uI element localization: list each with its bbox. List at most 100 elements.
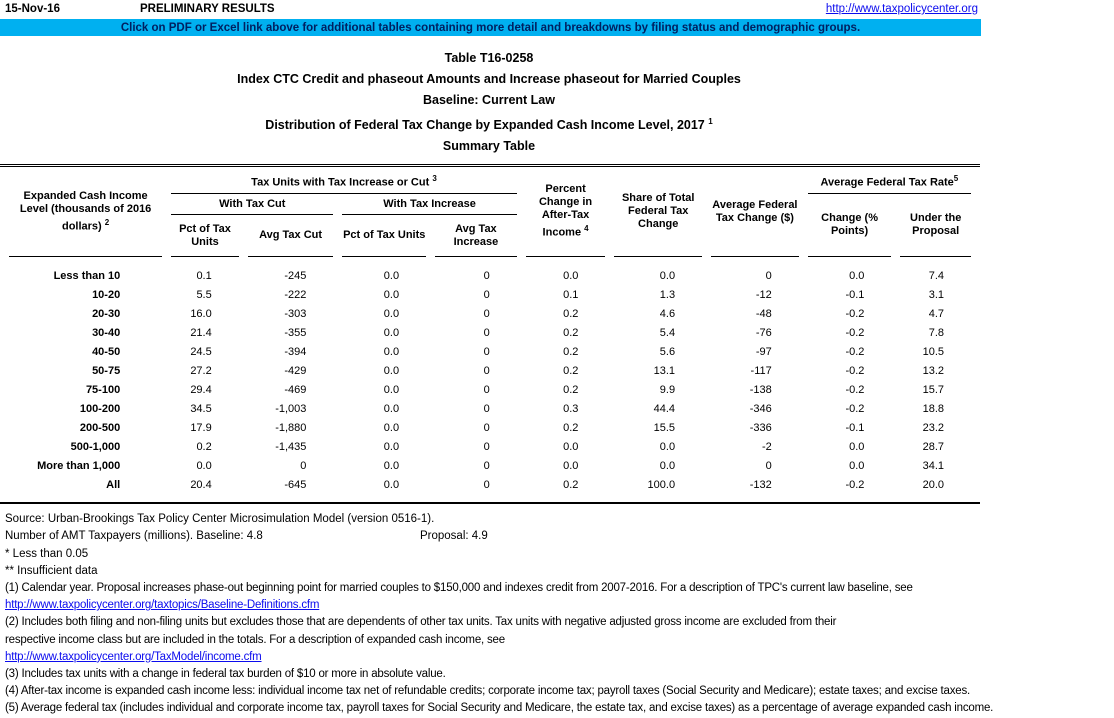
- table-row: 20-30 16.0 -303 0.0 0 0.2 4.6 -48 -0.2 4.7: [9, 305, 971, 324]
- income-level-cell: Less than 10: [53, 270, 121, 283]
- value-cell: 16.0: [190, 308, 212, 321]
- value-cell: -0.2: [845, 403, 865, 416]
- amt-baseline-value: Number of AMT Taxpayers (millions). Base…: [5, 530, 263, 543]
- value-cell: -245: [284, 270, 307, 283]
- value-cell: 0: [483, 479, 490, 492]
- col-header-avg-tax-increase: Avg Tax Increase: [435, 215, 517, 258]
- income-level-cell: 500-1,000: [70, 441, 121, 454]
- value-cell: 0.3: [563, 403, 579, 416]
- col-header-increase-pct-units: Pct of Tax Units: [342, 215, 427, 258]
- value-cell: 0: [483, 384, 490, 397]
- value-cell: 0.0: [849, 270, 865, 283]
- value-cell: -645: [284, 479, 307, 492]
- source-note: Source: Urban-Brookings Tax Policy Cente…: [5, 513, 435, 526]
- value-cell: -0.1: [845, 422, 865, 435]
- value-cell: 0: [483, 270, 490, 283]
- value-cell: 27.2: [190, 365, 212, 378]
- income-level-cell: 50-75: [92, 365, 121, 378]
- value-cell: 15.7: [922, 384, 944, 397]
- subgroup-header-with-tax-cut: With Tax Cut: [171, 194, 334, 216]
- col-header-cut-pct-units: Pct of Tax Units: [171, 215, 239, 258]
- preliminary-results-label: PRELIMINARY RESULTS: [140, 3, 275, 15]
- value-cell: 4.7: [928, 308, 944, 321]
- value-cell: 0: [765, 460, 772, 473]
- income-definition-link[interactable]: http://www.taxpolicycenter.org/TaxModel/…: [5, 650, 262, 663]
- value-cell: 0.0: [849, 460, 865, 473]
- income-level-cell: 100-200: [79, 403, 121, 416]
- group-header-tax-units: Tax Units with Tax Increase or Cut 3: [171, 167, 517, 195]
- subgroup-header-with-tax-increase: With Tax Increase: [342, 194, 517, 216]
- value-cell: 5.6: [659, 346, 676, 359]
- value-cell: -336: [749, 422, 772, 435]
- value-cell: -2: [761, 441, 772, 454]
- value-cell: 0.0: [849, 441, 865, 454]
- value-cell: 0.2: [563, 422, 579, 435]
- value-cell: 13.1: [653, 365, 676, 378]
- value-cell: 0.0: [383, 327, 400, 340]
- income-level-cell: All: [106, 479, 121, 492]
- table-row: More than 1,000 0.0 0 0.0 0 0.0 0.0 0 0.0 34.1: [9, 457, 971, 476]
- table-row: 10-20 5.5 -222 0.0 0 0.1 1.3 -12 -0.1 3.1: [9, 286, 971, 305]
- value-cell: 0.0: [383, 346, 400, 359]
- footnote-1: (1) Calendar year. Proposal increases ph…: [5, 581, 913, 594]
- value-cell: 28.7: [922, 441, 944, 454]
- value-cell: -346: [749, 403, 772, 416]
- col-header-pct-change-after-tax-income: Percent Change in After-Tax Income 4: [525, 167, 606, 258]
- value-cell: 3.1: [928, 289, 944, 302]
- value-cell: 0.1: [563, 289, 579, 302]
- value-cell: 0.0: [196, 460, 212, 473]
- footnote-ref-1: 1: [708, 117, 713, 126]
- col-header-change-points: Change (% Points): [807, 194, 892, 258]
- value-cell: 0: [765, 270, 772, 283]
- baseline-definitions-link[interactable]: http://www.taxpolicycenter.org/taxtopics…: [5, 599, 320, 612]
- value-cell: 4.6: [659, 308, 676, 321]
- table-row: All 20.4 -645 0.0 0 0.2 100.0 -132 -0.2 20.0: [9, 476, 971, 495]
- value-cell: 0.0: [383, 422, 400, 435]
- value-cell: 0.1: [196, 270, 212, 283]
- less-than-note: * Less than 0.05: [5, 547, 89, 560]
- col-header-under-proposal: Under the Proposal: [900, 194, 971, 258]
- value-cell: -469: [284, 384, 307, 397]
- value-cell: -1,880: [275, 422, 307, 435]
- value-cell: 15.5: [653, 422, 676, 435]
- value-cell: 0.0: [383, 289, 400, 302]
- value-cell: -0.2: [845, 346, 865, 359]
- value-cell: 0.0: [563, 441, 579, 454]
- top-header-row: 15-Nov-16 PRELIMINARY RESULTS http://www…: [0, 0, 978, 19]
- tpc-home-link[interactable]: http://www.taxpolicycenter.org: [825, 3, 978, 15]
- col-header-share-of-total: Share of Total Federal Tax Change: [614, 167, 703, 258]
- amt-proposal-value: Proposal: 4.9: [420, 530, 488, 543]
- value-cell: 0: [483, 327, 490, 340]
- value-cell: 0.2: [563, 384, 579, 397]
- value-cell: 1.3: [659, 289, 676, 302]
- table-row: 50-75 27.2 -429 0.0 0 0.2 13.1 -117 -0.2 13.2: [9, 362, 971, 381]
- value-cell: -0.2: [845, 365, 865, 378]
- value-cell: 0.2: [563, 327, 579, 340]
- amt-taxpayers-note: Number of AMT Taxpayers (millions). Base…: [5, 528, 1112, 545]
- distribution-table: Expanded Cash Income Level (thousands of…: [0, 167, 980, 495]
- footnote-ref-2: 2: [104, 217, 110, 227]
- footnotes: Source: Urban-Brookings Tax Policy Cente…: [0, 511, 1112, 717]
- income-level-cell: 40-50: [92, 346, 121, 359]
- table-row: 500-1,000 0.2 -1,435 0.0 0 0.0 0.0 -2 0.0 28.7: [9, 438, 971, 457]
- footnote-2-line2: respective income class but are included…: [5, 633, 505, 646]
- distribution-table-frame: Expanded Cash Income Level (thousands of…: [0, 164, 980, 505]
- value-cell: 0.2: [563, 308, 579, 321]
- value-cell: -1,435: [275, 441, 307, 454]
- footnote-3: (3) Includes tax units with a change in …: [5, 667, 446, 680]
- value-cell: 0: [483, 308, 490, 321]
- date-label: 15-Nov-16: [5, 3, 60, 15]
- value-cell: 44.4: [653, 403, 676, 416]
- value-cell: 100.0: [647, 479, 676, 492]
- col-header-avg-tax-change: Average Federal Tax Change ($): [711, 167, 799, 258]
- table-row: 30-40 21.4 -355 0.0 0 0.2 5.4 -76 -0.2 7.8: [9, 324, 971, 343]
- value-cell: 5.4: [659, 327, 676, 340]
- value-cell: -76: [755, 327, 772, 340]
- value-cell: -48: [755, 308, 772, 321]
- value-cell: -355: [284, 327, 307, 340]
- table-titles: Table T16-0258 Index CTC Credit and phas…: [0, 48, 978, 157]
- income-level-cell: 30-40: [92, 327, 121, 340]
- value-cell: 0.0: [659, 460, 676, 473]
- value-cell: 29.4: [190, 384, 212, 397]
